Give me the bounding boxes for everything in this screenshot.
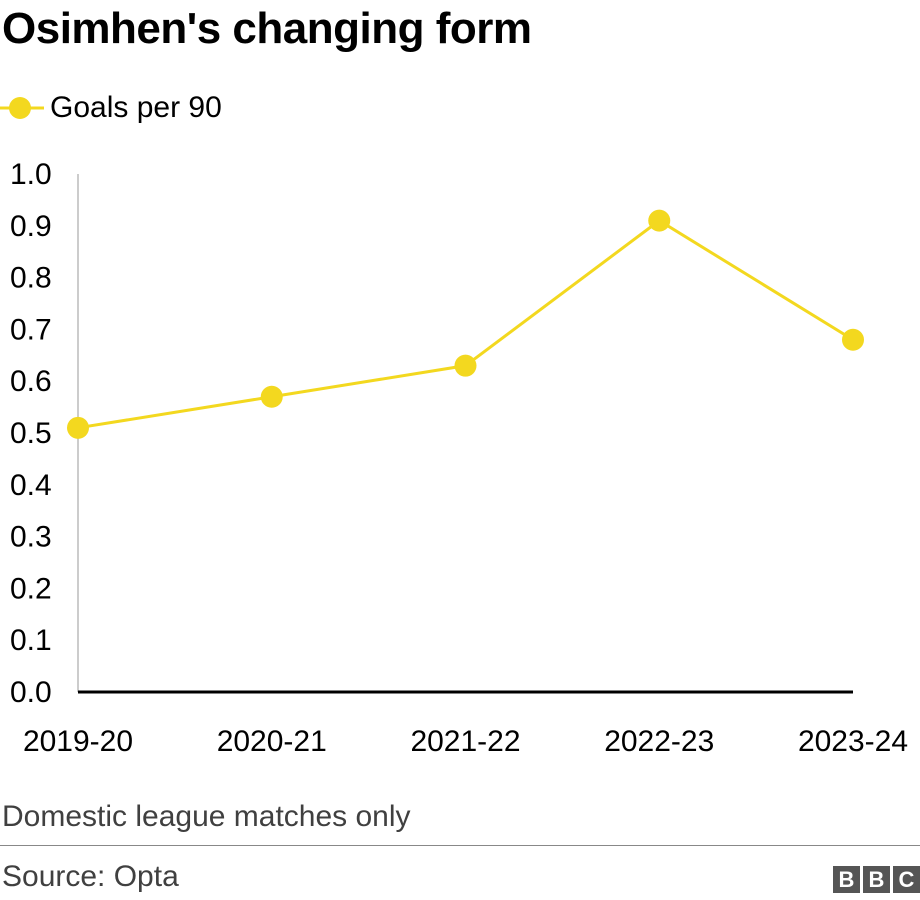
- legend: Goals per 90: [0, 86, 222, 130]
- y-tick-label: 0.3: [10, 521, 52, 554]
- y-tick-label: 0.5: [10, 417, 52, 450]
- legend-swatch-icon: [0, 97, 44, 119]
- x-tick-label: 2023-24: [798, 725, 908, 758]
- y-tick-label: 0.2: [10, 572, 52, 605]
- line-chart: 0.0 0.1 0.2 0.3 0.4 0.5 0.6 0.7 0.8 0.9 1.0 2019-20…: [10, 158, 908, 758]
- x-tick-label: 2019-20: [23, 725, 133, 758]
- data-point: [454, 354, 477, 377]
- y-tick-label: 0.0: [10, 676, 52, 709]
- x-tick-label: 2021-22: [410, 725, 520, 758]
- chart-note: Domestic league matches only: [2, 800, 411, 833]
- y-tick-label: 0.4: [10, 469, 52, 502]
- y-tick-label: 0.9: [10, 210, 52, 243]
- chart-title: Osimhen's changing form: [2, 4, 532, 53]
- data-point: [67, 416, 89, 439]
- series-line: [77, 218, 854, 430]
- x-tick-label: 2022-23: [604, 725, 714, 758]
- y-tick-label: 0.8: [10, 262, 52, 295]
- data-point: [842, 328, 864, 351]
- footer-divider: [0, 845, 920, 846]
- data-point: [260, 385, 283, 408]
- y-tick-label: 0.7: [10, 313, 52, 346]
- y-tick-label: 0.6: [10, 365, 52, 398]
- y-tick-label: 0.1: [10, 624, 52, 657]
- logo-letter: C: [893, 866, 920, 893]
- legend-label: Goals per 90: [50, 91, 222, 124]
- logo-letter: B: [833, 866, 860, 893]
- logo-letter: B: [863, 866, 890, 893]
- bbc-logo: B B C: [833, 866, 920, 893]
- data-point: [648, 209, 671, 232]
- x-tick-label: 2020-21: [217, 725, 327, 758]
- source-text: Source: Opta: [2, 860, 179, 893]
- y-tick-label: 1.0: [10, 158, 52, 191]
